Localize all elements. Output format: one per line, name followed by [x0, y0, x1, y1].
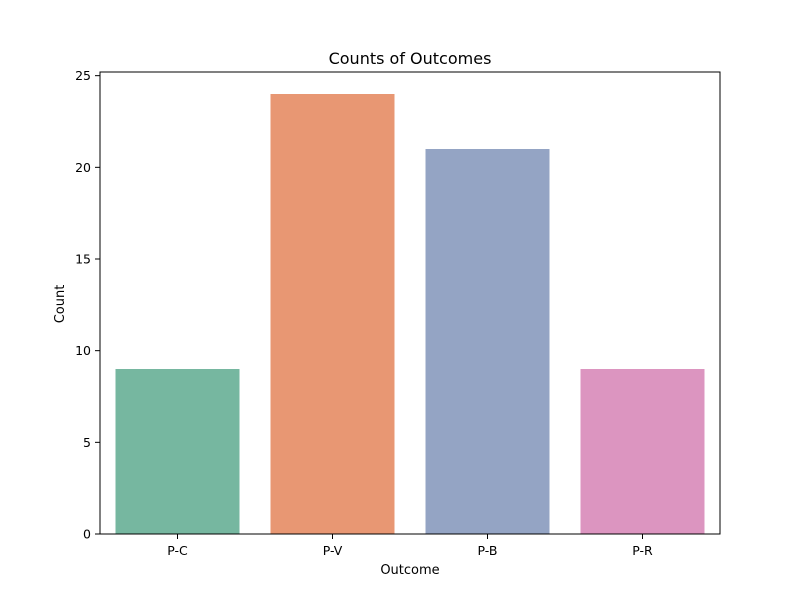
x-tick-label: P-B	[478, 543, 498, 558]
x-tick-label: P-R	[632, 543, 653, 558]
x-tick-label: P-V	[323, 543, 343, 558]
y-tick-label: 10	[75, 343, 91, 358]
plot-area: P-C P-V P-B P-R 0 5 10 15 20 25	[75, 68, 721, 558]
y-tick-label: 20	[75, 160, 91, 175]
x-axis-label: Outcome	[380, 563, 439, 578]
bar-p-r	[580, 369, 705, 534]
y-tick-label: 5	[83, 435, 91, 450]
y-tick-label: 25	[75, 68, 91, 83]
y-axis-label: Count	[53, 285, 68, 324]
plot-frame	[99, 71, 721, 535]
bar-p-b	[425, 149, 550, 534]
y-tick-label: 0	[83, 527, 91, 542]
x-tick-label: P-C	[167, 543, 188, 558]
chart-title: Counts of Outcomes	[329, 49, 492, 68]
bar-p-v	[270, 94, 395, 534]
y-tick-label: 15	[75, 252, 91, 267]
bar-p-c	[115, 369, 240, 534]
